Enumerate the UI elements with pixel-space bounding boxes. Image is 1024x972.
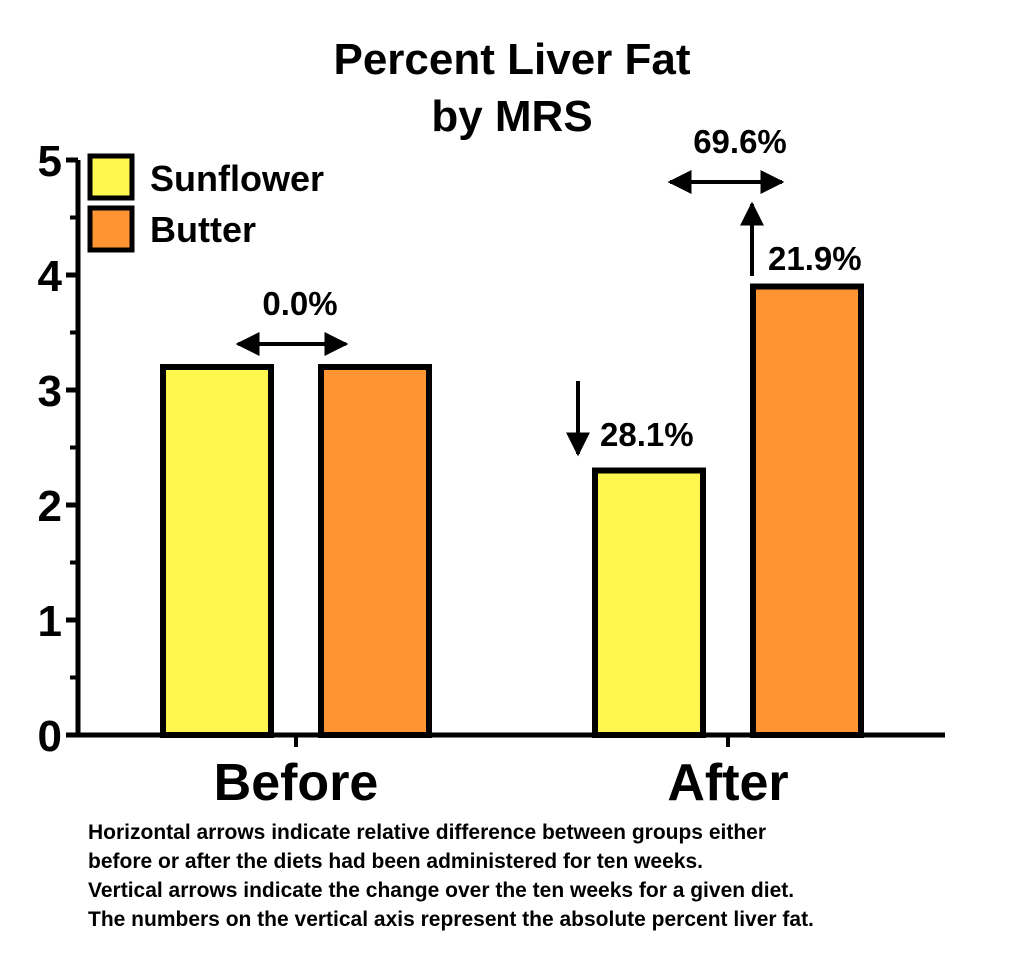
chart-title-line-1: Percent Liver Fat — [333, 35, 690, 84]
y-tick-label: 0 — [38, 712, 62, 761]
x-category-label: Before — [214, 754, 379, 810]
bar-sunflower-after — [592, 467, 706, 738]
chart-title-line-2: by MRS — [431, 92, 592, 141]
sunflower-change-label: 28.1% — [600, 416, 694, 453]
butter-change-label: 21.9% — [768, 240, 862, 277]
chart-caption: Horizontal arrows indicate relative diff… — [88, 818, 1008, 934]
bars-group — [160, 283, 864, 738]
caption-line: The numbers on the vertical axis represe… — [88, 908, 814, 931]
bar-butter-after — [750, 283, 864, 738]
bar-sunflower-before — [160, 364, 274, 738]
bar-butter-before — [318, 364, 432, 738]
x-category-label: After — [667, 754, 788, 810]
caption-line: before or after the diets had been admin… — [88, 850, 703, 873]
legend-swatch-butter — [87, 205, 135, 253]
caption-line: Horizontal arrows indicate relative diff… — [88, 821, 767, 844]
bar-chart: Percent Liver Fat by MRS 0 1 2 3 4 5 Before Af… — [38, 35, 945, 810]
y-tick-label: 2 — [38, 482, 62, 531]
annotations: 0.0% 69.6% 28.1% 21.9% — [235, 123, 862, 457]
caption-line: Vertical arrows indicate the change over… — [88, 879, 795, 902]
before-difference-label: 0.0% — [262, 285, 337, 322]
x-axis: Before After — [76, 732, 945, 810]
legend: Sunflower Butter — [87, 153, 324, 253]
legend-label-butter: Butter — [150, 209, 256, 250]
y-axis: 0 1 2 3 4 5 — [38, 137, 81, 761]
after-difference-label: 69.6% — [693, 123, 787, 160]
y-tick-label: 1 — [38, 597, 62, 646]
y-tick-label: 4 — [38, 252, 63, 301]
legend-label-sunflower: Sunflower — [150, 158, 324, 199]
legend-swatch-sunflower — [87, 153, 135, 201]
y-tick-label: 5 — [38, 137, 62, 186]
y-tick-label: 3 — [38, 367, 62, 416]
